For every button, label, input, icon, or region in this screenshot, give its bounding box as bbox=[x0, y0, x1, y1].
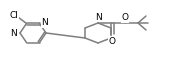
Text: O: O bbox=[109, 37, 116, 46]
Text: N: N bbox=[10, 29, 17, 37]
Text: N: N bbox=[95, 12, 101, 22]
Text: Cl: Cl bbox=[9, 11, 18, 20]
Text: O: O bbox=[122, 13, 129, 22]
Text: N: N bbox=[42, 18, 48, 27]
